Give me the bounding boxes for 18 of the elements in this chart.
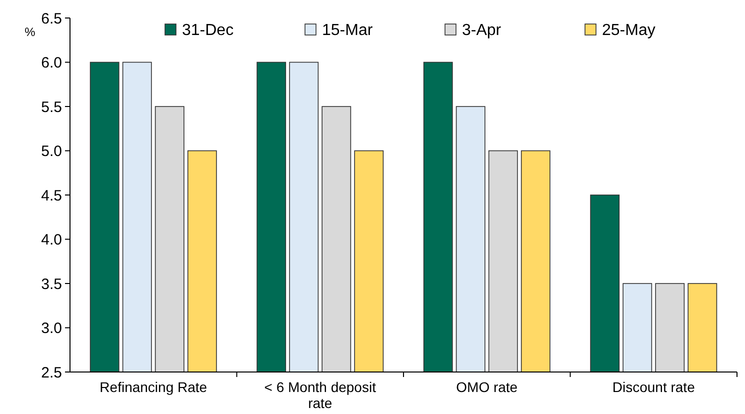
y-tick-label: 2.5 bbox=[41, 364, 62, 382]
x-tick-label: < 6 Month deposit rate bbox=[264, 379, 376, 411]
y-tick-label: 4.5 bbox=[41, 187, 62, 204]
y-tick-label: 4.0 bbox=[41, 232, 62, 248]
y-tick-label: 5.5 bbox=[41, 98, 62, 116]
legend-label: 3-Apr bbox=[462, 22, 502, 39]
y-tick-label: 5.0 bbox=[41, 143, 62, 160]
y-tick-label: 6.5 bbox=[41, 10, 62, 28]
legend-label: 25-May bbox=[602, 22, 656, 39]
x-tick-label: OMO rate bbox=[456, 379, 518, 395]
legend-label: 31-Dec bbox=[182, 22, 234, 39]
y-tick-label: 3.0 bbox=[41, 320, 62, 337]
y-tick-label: 6.0 bbox=[41, 54, 62, 72]
y-tick-label: 3.5 bbox=[41, 276, 62, 293]
y-axis-title: % bbox=[24, 25, 36, 39]
x-tick-label: Discount rate bbox=[612, 379, 696, 395]
legend-label: 15-Mar bbox=[322, 22, 374, 39]
x-tick-label: Refinancing Rate bbox=[100, 379, 208, 395]
